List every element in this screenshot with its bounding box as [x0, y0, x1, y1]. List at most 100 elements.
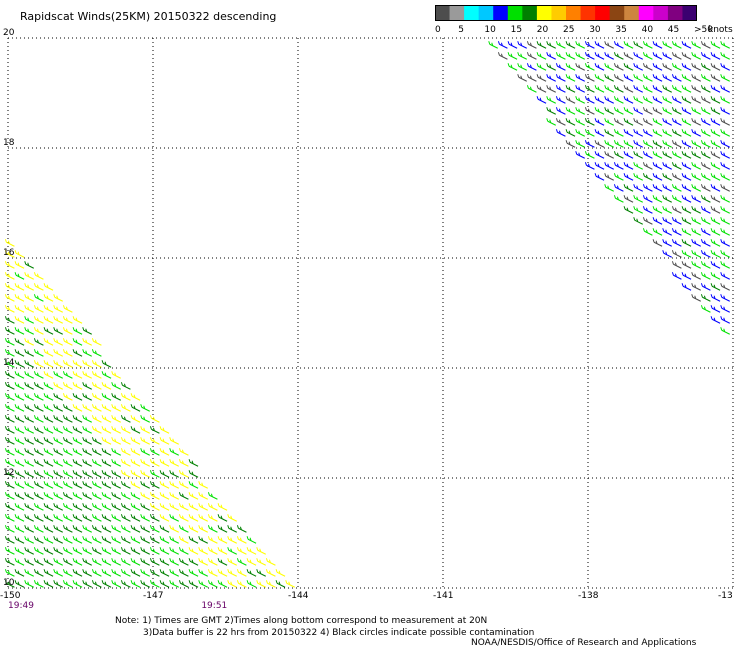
wind-barb — [227, 569, 237, 577]
wind-barb — [575, 85, 585, 93]
wind-barb — [633, 96, 643, 104]
wind-barb — [604, 140, 614, 148]
wind-barb — [33, 426, 44, 434]
wind-barb — [33, 547, 44, 555]
wind-barb — [555, 118, 566, 126]
wind-barb — [91, 558, 102, 566]
wind-barb — [33, 437, 44, 445]
wind-barb — [111, 415, 121, 423]
wind-barb — [275, 580, 286, 588]
wind-barb — [546, 52, 556, 60]
wind-barb — [24, 404, 34, 412]
wind-barb — [91, 437, 102, 445]
wind-barb — [24, 294, 34, 302]
wind-barb — [178, 547, 189, 555]
wind-barb — [662, 184, 672, 192]
colorbar-label: 20 — [536, 25, 549, 35]
wind-barb — [700, 261, 711, 269]
wind-barb — [275, 569, 286, 577]
wind-barb — [565, 96, 576, 104]
wind-barb — [633, 85, 643, 93]
wind-barb — [91, 547, 102, 555]
wind-barb — [169, 448, 179, 456]
wind-barb — [662, 107, 672, 115]
wind-barb — [691, 52, 701, 60]
wind-barb — [662, 96, 672, 104]
wind-barb — [149, 437, 160, 445]
wind-barb — [594, 63, 605, 71]
wind-barb — [24, 415, 34, 423]
wind-barb — [227, 536, 237, 544]
wind-barb — [62, 569, 73, 577]
wind-barb — [62, 327, 73, 335]
wind-barb — [140, 503, 150, 511]
wind-barb — [633, 195, 643, 203]
wind-barb — [91, 415, 102, 423]
wind-barb — [207, 525, 218, 533]
wind-barb — [140, 580, 150, 588]
wind-barb — [188, 481, 199, 489]
wind-barb — [710, 41, 721, 49]
wind-barb — [62, 459, 73, 467]
wind-barb — [159, 492, 170, 500]
wind-barb — [700, 140, 711, 148]
wind-barb — [82, 514, 92, 522]
wind-barb — [642, 162, 653, 170]
wind-barb — [159, 448, 170, 456]
wind-barb — [4, 426, 15, 434]
wind-barb — [662, 217, 672, 225]
wind-barb — [613, 52, 624, 60]
wind-barb — [62, 415, 73, 423]
wind-barb — [236, 525, 247, 533]
colorbar-swatch — [449, 5, 465, 21]
wind-barb — [691, 173, 701, 181]
wind-barb — [140, 514, 150, 522]
wind-barbs — [4, 41, 730, 588]
wind-barb — [101, 470, 112, 478]
wind-barb — [24, 547, 34, 555]
wind-barb — [546, 96, 556, 104]
wind-barb — [623, 184, 634, 192]
wind-barb — [236, 569, 247, 577]
wind-barb — [169, 569, 179, 577]
wind-barb — [633, 206, 643, 214]
wind-barb — [33, 404, 44, 412]
wind-barb — [91, 503, 102, 511]
wind-barb — [720, 129, 730, 137]
wind-barb — [33, 305, 44, 313]
wind-barb — [720, 294, 730, 302]
wind-barb — [101, 558, 112, 566]
wind-barb — [72, 393, 83, 401]
wind-barb — [652, 173, 663, 181]
grid-lines — [7, 37, 734, 589]
wind-barb — [14, 514, 25, 522]
wind-barb — [159, 437, 170, 445]
wind-barb — [207, 558, 218, 566]
wind-barb — [594, 151, 605, 159]
wind-barb — [671, 52, 682, 60]
wind-barb — [207, 492, 218, 500]
wind-barb — [691, 195, 701, 203]
wind-barb — [120, 536, 131, 544]
wind-barb — [72, 514, 83, 522]
wind-barb — [62, 448, 73, 456]
wind-barb — [700, 206, 711, 214]
wind-barb — [43, 371, 54, 379]
note-line-2: 3)Data buffer is 22 hrs from 20150322 4)… — [143, 628, 535, 638]
wind-barb — [652, 151, 663, 159]
wind-barb — [691, 140, 701, 148]
wind-barb — [91, 393, 102, 401]
wind-barb — [700, 217, 711, 225]
wind-barb — [72, 338, 83, 346]
wind-barb — [91, 569, 102, 577]
wind-barb — [120, 448, 131, 456]
wind-barb — [662, 140, 672, 148]
wind-barb — [671, 261, 682, 269]
wind-barb — [53, 426, 63, 434]
wind-barb — [700, 96, 711, 104]
wind-barb — [681, 118, 692, 126]
wind-barb — [159, 481, 170, 489]
wind-barb — [111, 448, 121, 456]
wind-barb — [594, 162, 605, 170]
wind-barb — [691, 217, 701, 225]
